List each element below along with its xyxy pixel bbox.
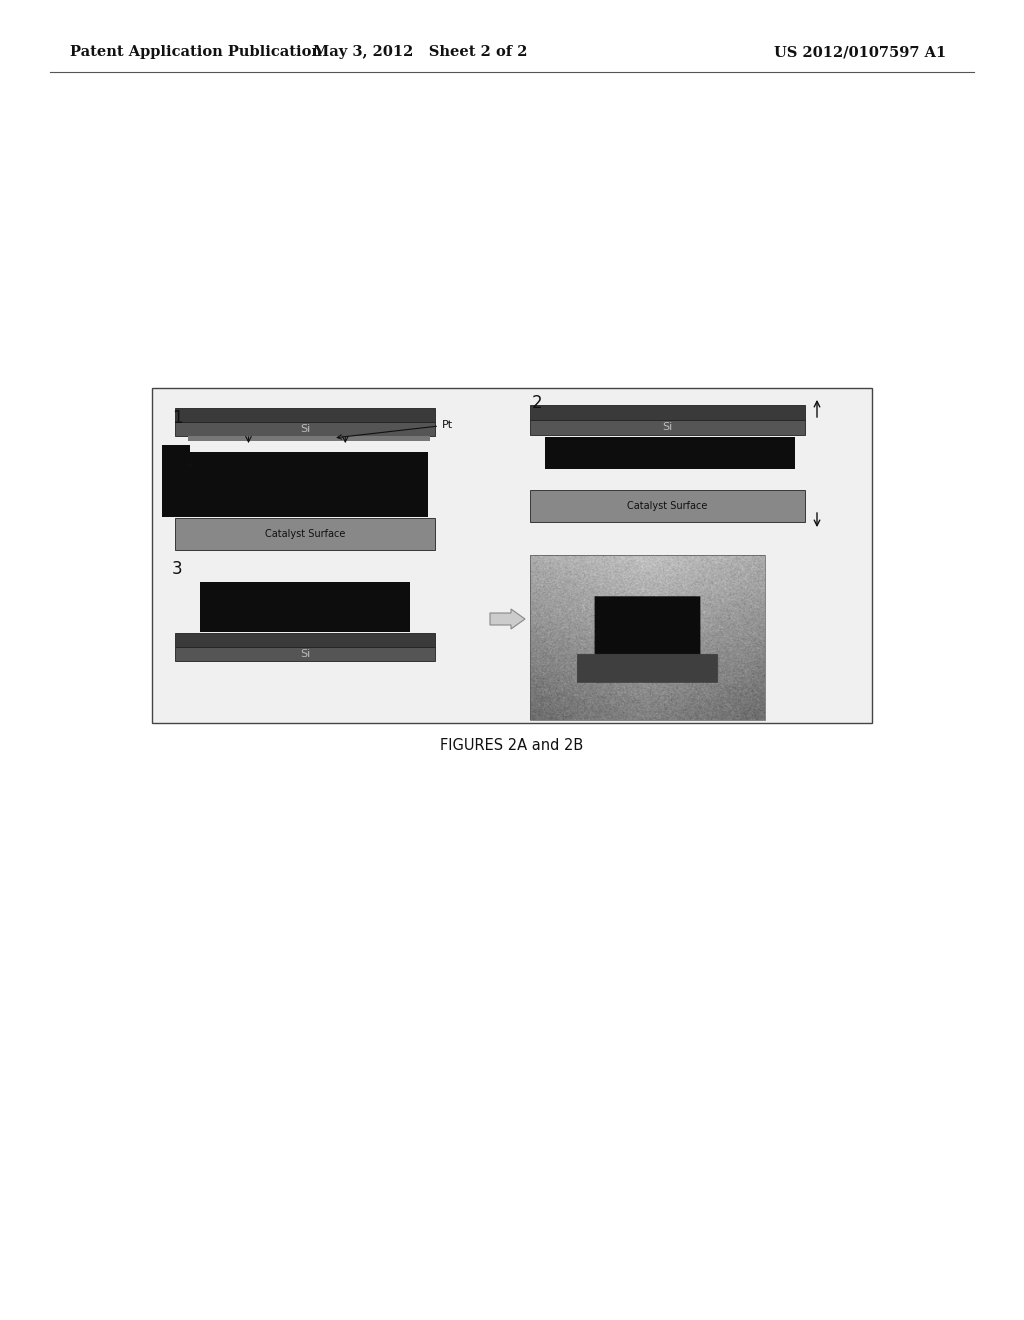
Text: 1: 1	[172, 409, 182, 426]
Bar	[200, 582, 410, 632]
Bar	[175, 408, 435, 422]
Bar	[530, 490, 805, 521]
Text: Si: Si	[663, 422, 673, 433]
Bar	[162, 445, 190, 480]
Bar	[175, 422, 435, 436]
Bar	[530, 554, 765, 719]
Bar	[152, 388, 872, 723]
Bar	[530, 420, 805, 436]
Text: Catalyst Surface: Catalyst Surface	[628, 502, 708, 511]
Bar	[545, 437, 795, 469]
Bar	[186, 451, 428, 517]
Text: Pt: Pt	[337, 420, 454, 440]
Bar	[188, 436, 430, 441]
Text: Si: Si	[300, 424, 310, 434]
FancyArrow shape	[490, 609, 525, 630]
Text: May 3, 2012   Sheet 2 of 2: May 3, 2012 Sheet 2 of 2	[312, 45, 527, 59]
Text: Catalyst Surface: Catalyst Surface	[265, 529, 345, 539]
Text: FIGURES 2A and 2B: FIGURES 2A and 2B	[440, 738, 584, 752]
Bar	[175, 517, 435, 550]
Text: 2: 2	[532, 393, 543, 412]
Text: 3: 3	[172, 560, 182, 578]
Bar	[175, 634, 435, 647]
Text: Si: Si	[300, 649, 310, 659]
Bar	[162, 480, 214, 517]
Text: US 2012/0107597 A1: US 2012/0107597 A1	[774, 45, 946, 59]
Text: Patent Application Publication: Patent Application Publication	[70, 45, 322, 59]
Bar	[175, 647, 435, 661]
Bar	[530, 405, 805, 420]
